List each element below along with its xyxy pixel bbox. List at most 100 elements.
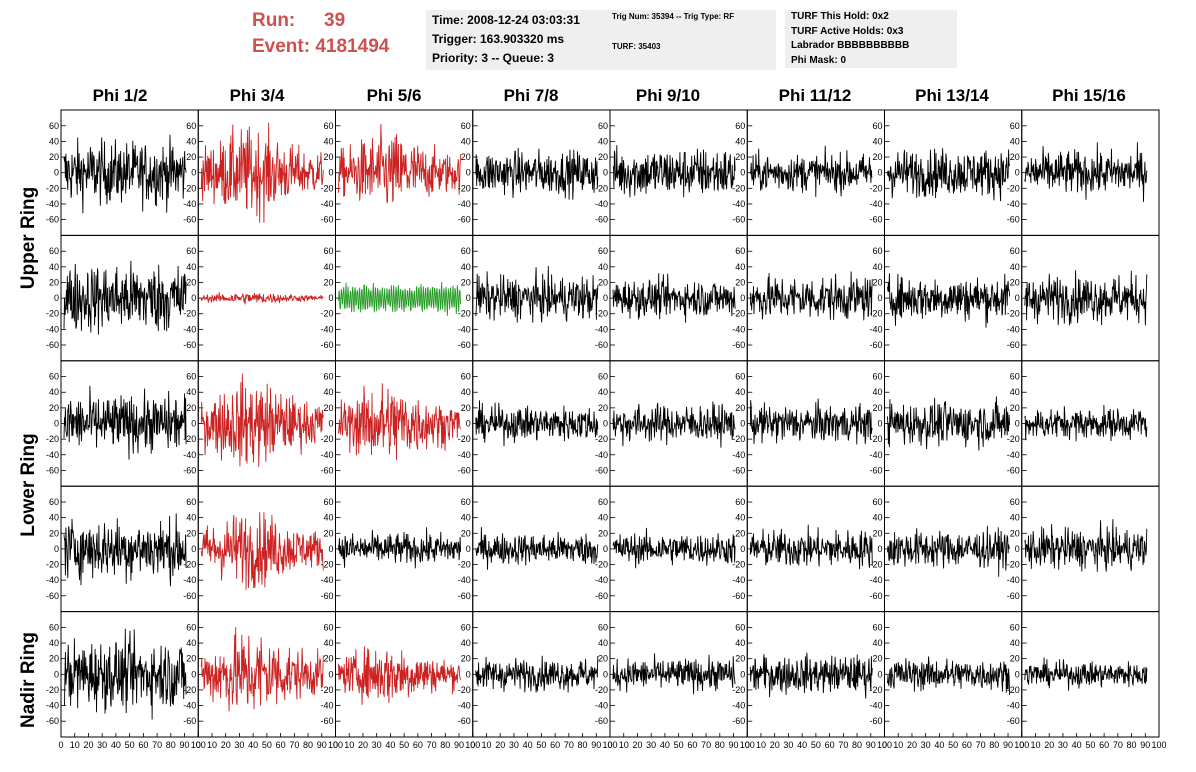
- turf-text: TURF: 35403: [612, 42, 661, 51]
- y-tick-label: 20: [186, 654, 196, 664]
- x-tick-label: 0: [1019, 740, 1024, 750]
- y-tick-label: -60: [732, 340, 745, 350]
- trig-num-panel: Trig Num: 35394 -- Trig Type: RF TURF: 3…: [606, 10, 776, 70]
- y-tick-label: 60: [186, 121, 196, 131]
- y-tick-label: 20: [735, 403, 745, 413]
- y-tick-label: 60: [186, 246, 196, 256]
- y-tick-label: -60: [183, 340, 196, 350]
- x-tick-label: 100: [465, 740, 480, 750]
- y-tick-label: 40: [186, 638, 196, 648]
- y-tick-label: -60: [1007, 465, 1020, 475]
- y-tick-label: 20: [1010, 528, 1020, 538]
- y-tick-label: -60: [183, 591, 196, 601]
- y-tick-label: 0: [603, 544, 608, 554]
- y-tick-label: 20: [872, 403, 882, 413]
- x-tick-label: 70: [427, 740, 437, 750]
- y-tick-label: -60: [458, 716, 471, 726]
- y-tick-label: -20: [595, 183, 608, 193]
- y-tick-label: 20: [735, 528, 745, 538]
- y-tick-label: 60: [186, 497, 196, 507]
- y-tick-label: 20: [461, 403, 471, 413]
- y-tick-label: -20: [320, 560, 333, 570]
- y-tick-label: -40: [732, 701, 745, 711]
- x-tick-label: 100: [328, 740, 343, 750]
- x-tick-label: 50: [536, 740, 546, 750]
- y-tick-label: 20: [323, 403, 333, 413]
- y-tick-label: 0: [877, 419, 882, 429]
- y-tick-label: 20: [735, 277, 745, 287]
- x-tick-label: 90: [1140, 740, 1150, 750]
- x-tick-label: 80: [989, 740, 999, 750]
- y-tick-label: 60: [872, 246, 882, 256]
- y-tick-label: -20: [595, 685, 608, 695]
- y-tick-label: -20: [458, 183, 471, 193]
- x-tick-label: 70: [564, 740, 574, 750]
- y-tick-label: 0: [1015, 419, 1020, 429]
- y-tick-label: 40: [872, 387, 882, 397]
- y-tick-label: 0: [603, 669, 608, 679]
- x-tick-label: 40: [248, 740, 258, 750]
- x-tick-label: 10: [619, 740, 629, 750]
- time-text: Time: 2008-12-24 03:03:31: [432, 13, 580, 27]
- y-tick-label: 60: [735, 372, 745, 382]
- x-tick-label: 80: [440, 740, 450, 750]
- x-tick-label: 70: [976, 740, 986, 750]
- y-tick-label: 60: [461, 246, 471, 256]
- x-tick-label: 0: [58, 740, 63, 750]
- waveform-trace: [338, 383, 461, 461]
- y-tick-label: 60: [598, 497, 608, 507]
- waveform-trace: [338, 124, 462, 204]
- y-tick-label: -20: [869, 560, 882, 570]
- y-tick-label: 20: [872, 152, 882, 162]
- y-tick-label: -40: [595, 701, 608, 711]
- y-tick-label: -60: [595, 340, 608, 350]
- y-tick-label: -40: [458, 199, 471, 209]
- y-tick-label: 40: [461, 136, 471, 146]
- x-tick-label: 20: [358, 740, 368, 750]
- waveform-trace: [64, 628, 187, 720]
- y-tick-label: 40: [49, 262, 59, 272]
- y-tick-label: -60: [869, 215, 882, 225]
- y-tick-label: 0: [54, 669, 59, 679]
- y-tick-label: 60: [1010, 497, 1020, 507]
- x-tick-label: 100: [877, 740, 892, 750]
- y-tick-label: 60: [186, 622, 196, 632]
- waveform-trace: [887, 148, 1011, 202]
- waveform-trace: [612, 653, 736, 695]
- x-tick-label: 20: [632, 740, 642, 750]
- y-tick-label: -40: [183, 701, 196, 711]
- y-tick-label: 40: [598, 262, 608, 272]
- y-tick-label: -40: [320, 575, 333, 585]
- y-tick-label: -20: [1007, 309, 1020, 319]
- x-tick-label: 70: [838, 740, 848, 750]
- x-tick-label: 40: [660, 740, 670, 750]
- y-tick-label: -60: [458, 465, 471, 475]
- y-tick-label: 0: [603, 293, 608, 303]
- y-tick-label: 0: [54, 419, 59, 429]
- waveform-trace: [1024, 657, 1148, 691]
- waveform-trace: [475, 400, 599, 447]
- y-tick-label: 60: [735, 121, 745, 131]
- y-tick-label: -60: [46, 215, 59, 225]
- x-tick-label: 50: [674, 740, 684, 750]
- x-tick-label: 80: [303, 740, 313, 750]
- y-tick-label: -40: [46, 575, 59, 585]
- y-tick-label: 0: [1015, 544, 1020, 554]
- y-tick-label: 0: [54, 168, 59, 178]
- y-tick-label: 20: [461, 277, 471, 287]
- y-tick-label: 20: [598, 403, 608, 413]
- x-tick-label: 90: [866, 740, 876, 750]
- waveform-trace: [749, 652, 873, 699]
- y-tick-label: -20: [183, 309, 196, 319]
- y-tick-label: 0: [466, 293, 471, 303]
- y-tick-label: 60: [49, 622, 59, 632]
- y-tick-label: -20: [320, 183, 333, 193]
- x-tick-label: 80: [1127, 740, 1137, 750]
- column-header-phi-7-8: Phi 7/8: [503, 86, 559, 105]
- y-tick-label: -60: [320, 215, 333, 225]
- y-tick-label: -60: [183, 716, 196, 726]
- x-tick-label: 30: [234, 740, 244, 750]
- y-tick-label: -40: [732, 575, 745, 585]
- y-tick-label: -60: [732, 591, 745, 601]
- priority-text: Priority: 3 -- Queue: 3: [432, 51, 555, 65]
